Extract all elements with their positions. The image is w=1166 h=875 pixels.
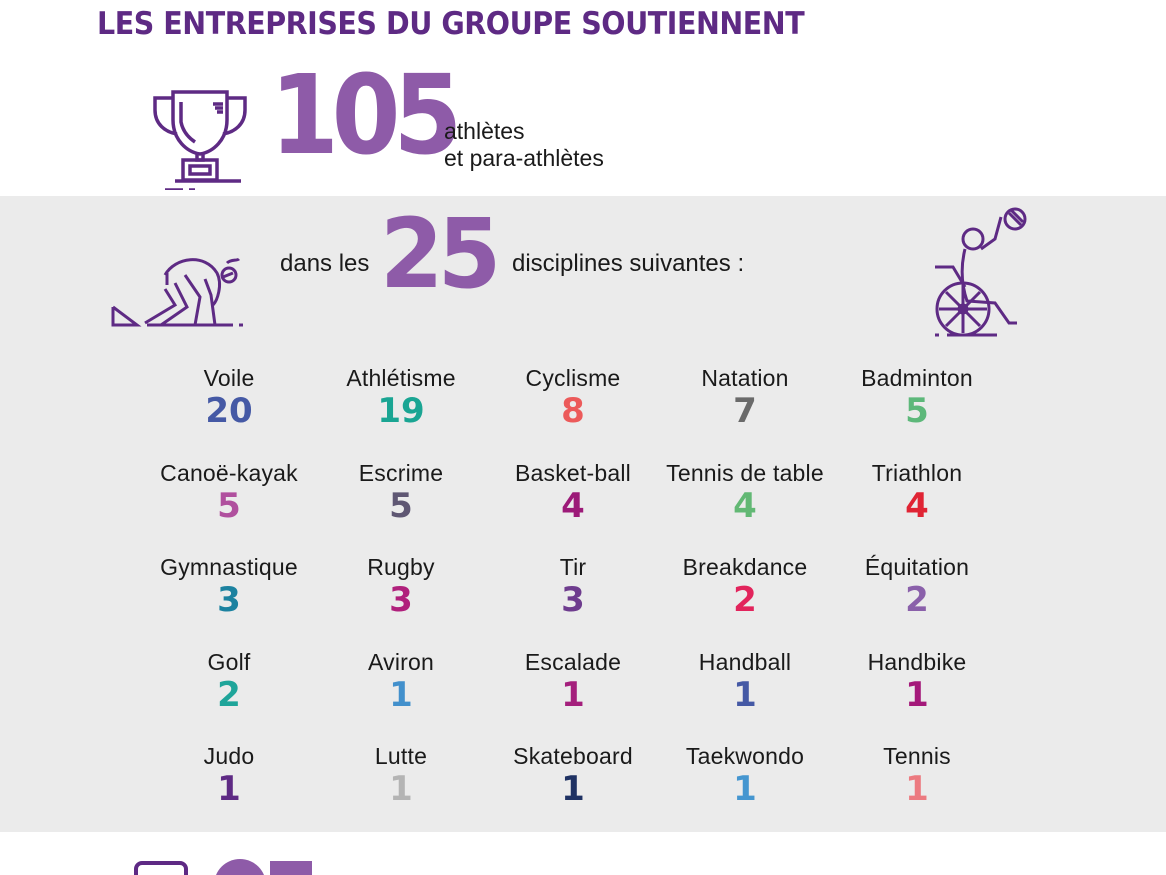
discipline-count: 1 [389, 769, 413, 809]
discipline-item: Équitation 2 [831, 554, 1003, 619]
discipline-name: Basket-ball [515, 460, 631, 486]
discipline-count: 1 [561, 769, 585, 809]
discipline-count: 3 [389, 580, 413, 620]
discipline-name: Badminton [861, 365, 973, 391]
discipline-count: 19 [377, 391, 425, 431]
discipline-count: 1 [733, 675, 757, 715]
disciplines-suffix: disciplines suivantes : [512, 250, 745, 277]
discipline-item: Basket-ball 4 [487, 460, 659, 525]
discipline-count: 8 [561, 391, 585, 431]
discipline-count: 1 [389, 675, 413, 715]
discipline-name: Rugby [367, 554, 435, 580]
discipline-item: Tir 3 [487, 554, 659, 619]
discipline-name: Tennis [883, 743, 951, 769]
discipline-item: Triathlon 4 [831, 460, 1003, 525]
discipline-item: Handball 1 [659, 649, 831, 714]
discipline-name: Triathlon [871, 460, 963, 486]
discipline-name: Tennis de table [666, 460, 824, 486]
discipline-count: 3 [561, 580, 585, 620]
discipline-name: Escrime [358, 460, 444, 486]
discipline-count: 1 [733, 769, 757, 809]
discipline-name: Équitation [864, 554, 970, 580]
discipline-item: Canoë-kayak 5 [143, 460, 315, 525]
discipline-item: Breakdance 2 [659, 554, 831, 619]
discipline-name: Aviron [368, 649, 434, 675]
disciplines-prefix: dans les [280, 250, 370, 277]
discipline-item: Golf 2 [143, 649, 315, 714]
discipline-item: Voile 20 [143, 365, 315, 430]
wheelchair-athlete-icon [935, 207, 1027, 337]
discipline-item: Badminton 5 [831, 365, 1003, 430]
discipline-count: 4 [561, 486, 585, 526]
discipline-name: Handball [698, 649, 792, 675]
discipline-count: 2 [217, 675, 241, 715]
discipline-count: 5 [905, 391, 929, 431]
discipline-name: Gymnastique [160, 554, 298, 580]
discipline-item: Lutte 1 [315, 743, 487, 808]
discipline-item: Athlétisme 19 [315, 365, 487, 430]
discipline-name: Breakdance [682, 554, 808, 580]
discipline-item: Handbike 1 [831, 649, 1003, 714]
discipline-name: Golf [207, 649, 251, 675]
discipline-count: 7 [733, 391, 757, 431]
discipline-name: Judo [203, 743, 255, 769]
athletes-count: 105 [270, 51, 462, 179]
discipline-name: Lutte [374, 743, 428, 769]
discipline-item: Rugby 3 [315, 554, 487, 619]
athletes-label-line1: athlètes [444, 118, 525, 144]
discipline-count: 20 [205, 391, 253, 431]
sprinter-icon [111, 257, 243, 327]
discipline-name: Handbike [867, 649, 967, 675]
discipline-count: 3 [217, 580, 241, 620]
discipline-count: 4 [905, 486, 929, 526]
discipline-count: 5 [217, 486, 241, 526]
discipline-count: 1 [217, 769, 241, 809]
trophy-icon [153, 90, 247, 190]
discipline-item: Taekwondo 1 [659, 743, 831, 808]
discipline-item: Judo 1 [143, 743, 315, 808]
discipline-item: Tennis de table 4 [659, 460, 831, 525]
discipline-name: Natation [701, 365, 789, 391]
discipline-count: 1 [905, 769, 929, 809]
discipline-item: Escrime 5 [315, 460, 487, 525]
discipline-item: Escalade 1 [487, 649, 659, 714]
discipline-count: 1 [905, 675, 929, 715]
discipline-item: Aviron 1 [315, 649, 487, 714]
discipline-item: Cyclisme 8 [487, 365, 659, 430]
discipline-name: Taekwondo [685, 743, 805, 769]
discipline-count: 2 [905, 580, 929, 620]
discipline-item: Natation 7 [659, 365, 831, 430]
discipline-count: 4 [733, 486, 757, 526]
discipline-item: Gymnastique 3 [143, 554, 315, 619]
next-section-icon-partial [134, 859, 312, 875]
discipline-name: Tir [559, 554, 587, 580]
discipline-item: Tennis 1 [831, 743, 1003, 808]
discipline-name: Athlétisme [346, 365, 456, 391]
discipline-count: 2 [733, 580, 757, 620]
discipline-name: Voile [203, 365, 255, 391]
discipline-name: Canoë-kayak [160, 460, 298, 486]
page-title: LES ENTREPRISES DU GROUPE SOUTIENNENT [97, 6, 805, 42]
discipline-count: 5 [389, 486, 413, 526]
athletes-label: athlètes et para-athlètes [444, 118, 604, 172]
discipline-count: 1 [561, 675, 585, 715]
discipline-name: Skateboard [513, 743, 633, 769]
discipline-item: Skateboard 1 [487, 743, 659, 808]
discipline-name: Cyclisme [525, 365, 621, 391]
athletes-label-line2: et para-athlètes [444, 145, 604, 171]
discipline-name: Escalade [524, 649, 622, 675]
disciplines-count: 25 [380, 198, 501, 310]
